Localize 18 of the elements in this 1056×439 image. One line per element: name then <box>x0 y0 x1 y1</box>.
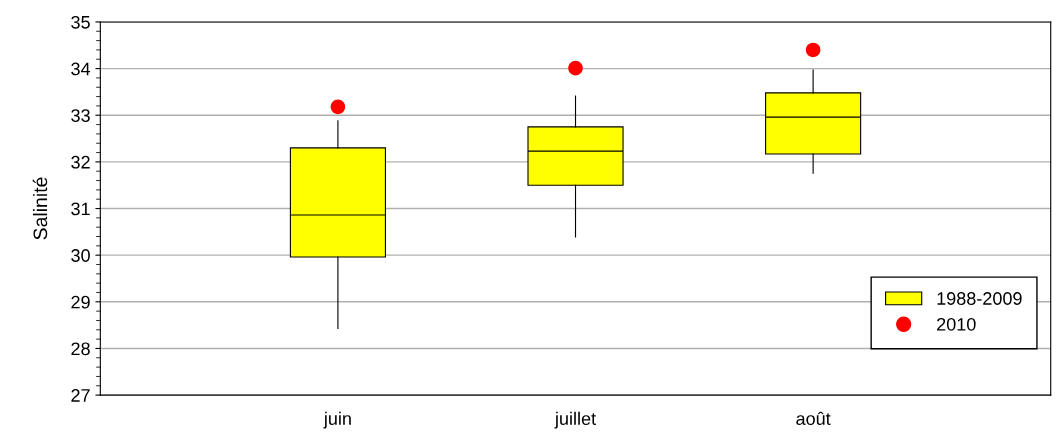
x-tick-label: août <box>796 411 831 426</box>
point <box>805 42 821 58</box>
x-tick-label: juillet <box>554 411 596 429</box>
y-axis-title: Salinité <box>32 177 48 240</box>
y-tick-label: 30 <box>71 249 90 262</box>
y-tick-label: 32 <box>71 155 90 169</box>
y-tick-label: 31 <box>71 202 90 216</box>
y-tick-label: 29 <box>71 295 90 309</box>
point <box>568 60 583 76</box>
legend-label: 2010 <box>937 317 976 331</box>
y-tick-label: 27 <box>71 389 90 402</box>
y-tick-label: 34 <box>71 62 91 76</box>
y-tick-label: 33 <box>71 109 90 122</box>
x-tick-label: juin <box>323 411 351 429</box>
y-tick-label: 28 <box>71 342 90 356</box>
y-tick-label: 35 <box>71 15 90 29</box>
point <box>330 99 346 115</box>
legend-label: 1988-2009 <box>937 292 1022 305</box>
